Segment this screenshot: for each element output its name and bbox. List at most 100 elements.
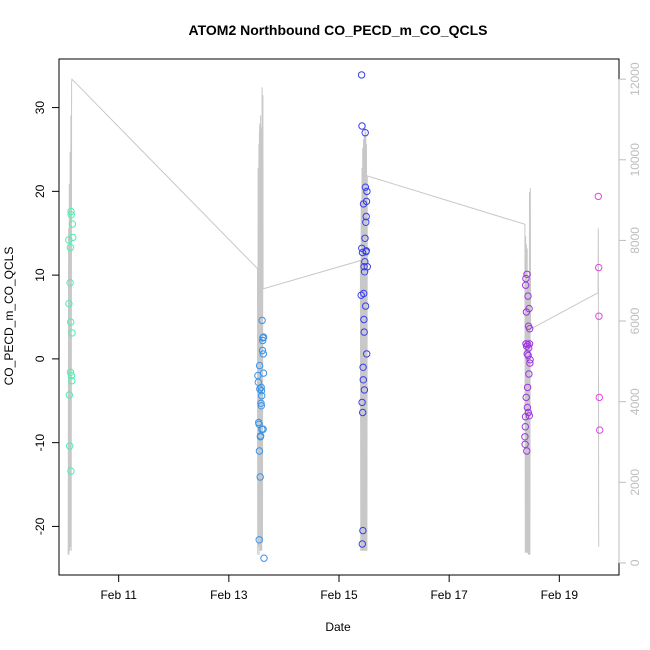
y-tick-label: 10 <box>33 268 47 282</box>
scatter-point <box>360 328 368 336</box>
scatter-point <box>257 387 266 395</box>
scatter-point <box>522 393 530 402</box>
scatter-point <box>596 426 604 434</box>
scatter-point <box>361 302 370 310</box>
scatter-point <box>257 399 265 407</box>
scatter-point <box>525 412 533 420</box>
scatter-point <box>66 442 74 450</box>
y2-tick-label: 4000 <box>628 388 642 415</box>
scatter-point <box>361 183 370 191</box>
scatter-point <box>525 340 534 348</box>
scatter-point <box>258 316 266 325</box>
scatter-point <box>256 473 264 481</box>
scatter-point <box>594 192 602 201</box>
plot-frame <box>58 58 620 576</box>
scatter-point <box>526 356 534 364</box>
scatter-point <box>359 376 367 384</box>
scatter-point <box>361 234 369 243</box>
scatter-point <box>362 218 370 227</box>
scatter-point <box>362 212 370 221</box>
scatter-point <box>358 122 366 130</box>
scatter-point <box>595 393 603 402</box>
y2-tick-label: 12000 <box>628 62 642 96</box>
scatter-point <box>359 526 367 535</box>
scatter-point <box>260 554 268 562</box>
scatter-point <box>523 383 532 392</box>
scatter-point <box>357 71 366 79</box>
scatter-points-layer <box>65 71 604 562</box>
x-tick-label: Feb 17 <box>430 588 468 602</box>
x-tick-label: Feb 15 <box>320 588 358 602</box>
scatter-point <box>259 333 268 341</box>
altitude-line <box>67 78 600 555</box>
chart-title: ATOM2 Northbound CO_PECD_m_CO_QCLS <box>189 22 488 38</box>
scatter-point <box>259 336 267 345</box>
scatter-point <box>360 289 368 298</box>
scatter-point <box>358 248 367 257</box>
scatter-point <box>257 383 265 392</box>
x-tick-label: Feb 11 <box>100 588 137 602</box>
scatter-point <box>358 540 366 548</box>
scatter-point <box>67 207 75 216</box>
scatter-point <box>363 350 371 358</box>
scatter-point <box>66 279 74 287</box>
y2-tick-label: 2000 <box>628 469 642 496</box>
scatter-point <box>524 292 532 300</box>
x-tick-label: Feb 19 <box>541 588 579 602</box>
scatter-point <box>362 197 371 206</box>
scatter-point <box>360 315 368 324</box>
y-tick-label: 30 <box>33 101 47 115</box>
scatter-point <box>521 433 529 441</box>
scatter-point <box>523 447 531 455</box>
scatter-point <box>595 312 603 320</box>
scatter-point <box>66 243 75 252</box>
scatter-point <box>256 432 265 440</box>
y-axis-right: 0 2000 4000 6000 8000 10000 12000 <box>618 62 642 566</box>
scatter-point <box>524 408 532 417</box>
scatter-point <box>67 211 75 219</box>
scatter-point <box>255 361 264 370</box>
y2-tick-label: 6000 <box>628 307 642 334</box>
scatter-point <box>363 187 371 196</box>
y-tick-label: 0 <box>33 355 47 362</box>
scatter-point <box>68 220 77 228</box>
scatter-point <box>358 398 366 407</box>
scatter-point <box>66 368 75 376</box>
scatter-point <box>523 403 532 412</box>
x-axis-label: Date <box>325 620 351 634</box>
scatter-point <box>258 346 267 355</box>
scatter-point <box>521 440 529 448</box>
y-tick-label: -20 <box>33 517 47 535</box>
y2-tick-label: 0 <box>628 559 642 566</box>
scatter-point <box>67 467 75 475</box>
scatter-point <box>256 385 264 393</box>
scatter-point <box>67 318 75 326</box>
scatter-point <box>67 371 76 380</box>
scatter-point <box>68 377 76 385</box>
scatter-point <box>526 359 534 367</box>
scatter-point <box>526 325 534 333</box>
scatter-point <box>65 299 73 308</box>
y-tick-label: 20 <box>33 184 47 198</box>
scatter-point <box>359 363 367 371</box>
scatter-point <box>523 270 531 278</box>
scatter-point <box>257 402 265 410</box>
scatter-point <box>69 233 77 242</box>
scatter-point <box>525 304 533 313</box>
scatter-point <box>65 236 73 244</box>
scatter-point <box>361 129 369 137</box>
scatter-point <box>258 392 266 400</box>
scatter-point <box>255 447 264 455</box>
scatter-point <box>363 263 371 271</box>
x-tick-label: Feb 13 <box>210 588 248 602</box>
y-axis-left: -20 -10 0 10 20 30 <box>33 101 60 535</box>
scatter-point <box>525 370 533 378</box>
scatter-point <box>595 263 603 272</box>
scatter-point <box>522 274 530 283</box>
scatter-point <box>524 351 532 360</box>
y-axis-label: CO_PECD_m_CO_QCLS <box>2 247 16 386</box>
scatter-point <box>359 408 367 417</box>
x-axis: Feb 11 Feb 13 Feb 15 Feb 17 Feb 19 <box>100 574 579 602</box>
scatter-point <box>525 344 533 352</box>
